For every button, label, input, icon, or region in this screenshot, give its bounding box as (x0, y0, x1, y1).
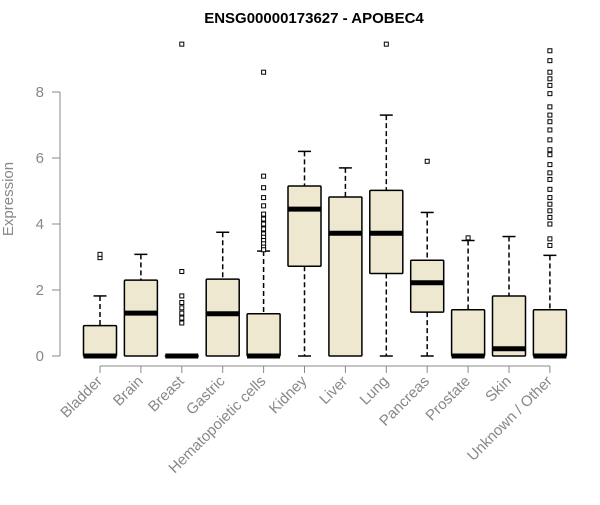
outlier-point (98, 252, 102, 256)
outlier-point (548, 92, 552, 96)
outlier-point (262, 204, 266, 208)
y-tick-label: 6 (36, 150, 44, 167)
outlier-point (548, 153, 552, 157)
outlier-point (548, 70, 552, 74)
y-tick-label: 2 (36, 282, 44, 299)
y-tick-label: 4 (36, 216, 44, 233)
box (247, 314, 280, 356)
box-group (288, 151, 321, 356)
outlier-point (548, 243, 552, 247)
outlier-point (425, 159, 429, 163)
box (84, 326, 117, 356)
outlier-point (548, 163, 552, 167)
outlier-point (548, 202, 552, 206)
outlier-point (180, 301, 184, 305)
outlier-point (466, 236, 470, 240)
outlier-point (180, 270, 184, 274)
outlier-point (548, 120, 552, 124)
outlier-point (548, 49, 552, 53)
outlier-point (548, 138, 552, 142)
box-group (370, 42, 403, 356)
box-group (411, 159, 444, 356)
outlier-point (384, 42, 388, 46)
y-axis-label: Expression (0, 162, 17, 236)
outlier-point (262, 174, 266, 178)
box (533, 310, 566, 356)
x-tick-label: Brain (110, 373, 147, 410)
outlier-point (548, 237, 552, 241)
outlier-point (180, 311, 184, 315)
x-tick-label: Kidney (266, 372, 311, 417)
outlier-point (548, 105, 552, 109)
outlier-point (548, 196, 552, 200)
outlier-point (548, 77, 552, 81)
outlier-point (180, 42, 184, 46)
outlier-point (180, 321, 184, 325)
x-tick-label: Liver (316, 373, 351, 408)
outlier-point (548, 187, 552, 191)
outlier-point (262, 227, 266, 231)
outlier-point (262, 186, 266, 190)
outlier-point (548, 113, 552, 117)
box-group (329, 168, 362, 356)
box-group (493, 237, 526, 356)
x-tick-label: Bladder (57, 373, 106, 422)
box (124, 280, 157, 356)
box (452, 310, 485, 356)
x-tick-label: Prostate (422, 373, 474, 425)
x-tick-label: Lung (357, 373, 393, 409)
box (288, 186, 321, 266)
outlier-point (548, 59, 552, 63)
box-group (124, 254, 157, 356)
outlier-point (548, 177, 552, 181)
outlier-point (548, 128, 552, 132)
chart-title: ENSG00000173627 - APOBEC4 (204, 10, 424, 27)
box (411, 260, 444, 312)
outlier-point (262, 222, 266, 226)
outlier-point (262, 248, 266, 252)
box (206, 279, 239, 356)
outlier-point (548, 83, 552, 87)
box-group (206, 232, 239, 356)
box-group (247, 70, 280, 356)
outlier-point (180, 294, 184, 298)
outlier-point (548, 222, 552, 226)
box-group (452, 236, 485, 356)
x-tick-label: Skin (482, 373, 515, 406)
box-group (84, 252, 117, 356)
outlier-point (262, 70, 266, 74)
outlier-point (548, 215, 552, 219)
box-group (533, 49, 566, 356)
y-tick-label: 0 (36, 348, 44, 365)
box-group (165, 42, 198, 356)
outlier-point (548, 148, 552, 152)
outlier-point (262, 212, 266, 216)
outlier-point (548, 171, 552, 175)
outlier-point (180, 306, 184, 310)
outlier-point (262, 217, 266, 221)
outlier-point (262, 196, 266, 200)
outlier-point (548, 209, 552, 213)
box (329, 197, 362, 356)
y-tick-label: 8 (36, 84, 44, 101)
x-tick-label: Breast (145, 372, 188, 415)
outlier-point (180, 316, 184, 320)
boxes (84, 42, 567, 356)
